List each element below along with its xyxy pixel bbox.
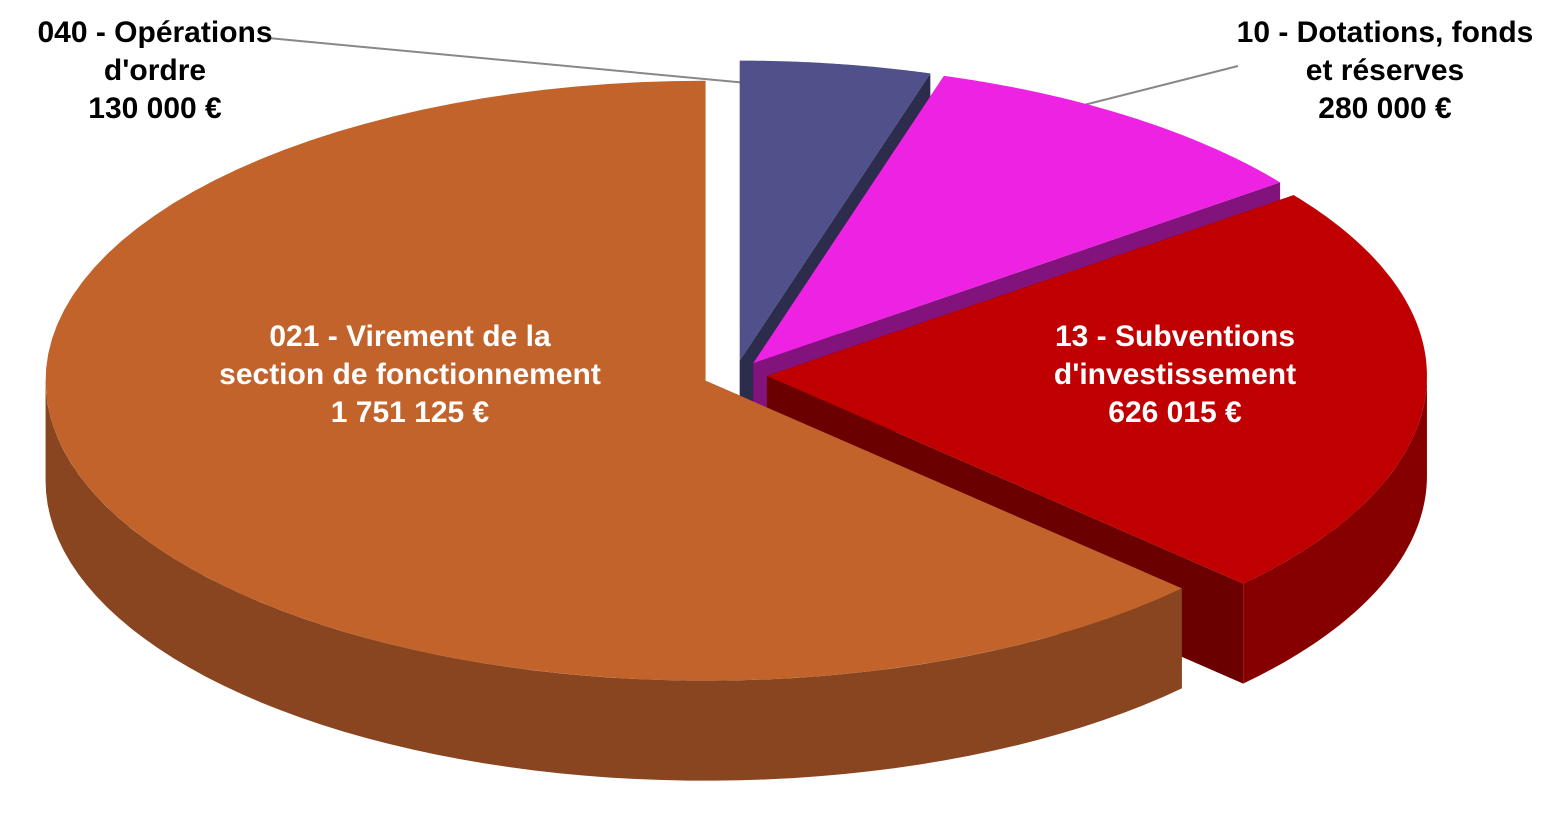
- slice-label: 040 - Opérations d'ordre 130 000 €: [0, 14, 310, 128]
- slice: [753, 75, 1281, 364]
- category-label: 021 - Virement de la section de fonction…: [219, 320, 601, 391]
- slice: [45, 80, 1182, 781]
- slice: [45, 80, 1182, 681]
- value-label: 130 000 €: [88, 92, 222, 125]
- category-label: 040 - Opérations d'ordre: [37, 16, 273, 87]
- leader-line: [267, 37, 759, 85]
- value-label: 626 015 €: [1108, 396, 1242, 429]
- value-label: 1 751 125 €: [330, 396, 490, 429]
- leader-line: [1071, 65, 1239, 109]
- slice-label: 021 - Virement de la section de fonction…: [215, 318, 605, 432]
- slice-side: [1243, 375, 1427, 684]
- slice: [739, 60, 931, 361]
- value-label: 280 000 €: [1318, 92, 1452, 125]
- slice-side: [45, 380, 1182, 781]
- slice: [766, 195, 1427, 584]
- slice-label: 10 - Dotations, fonds et réserves 280 000…: [1220, 14, 1544, 128]
- category-label: 13 - Subventions d'investissement: [1053, 320, 1297, 391]
- slice-label: 13 - Subventions d'investissement 626 015…: [1010, 318, 1340, 432]
- category-label: 10 - Dotations, fonds et réserves: [1236, 16, 1534, 87]
